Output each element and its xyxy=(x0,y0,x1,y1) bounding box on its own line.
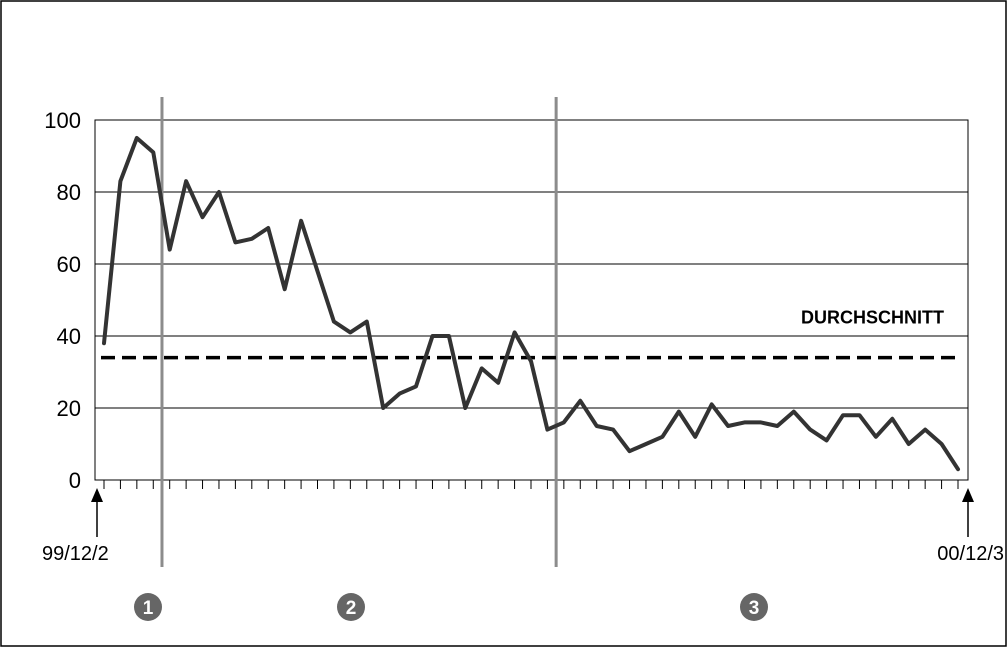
phase-marker-label: 3 xyxy=(749,598,760,619)
phase-marker-circle xyxy=(337,593,365,621)
phase-marker-circle xyxy=(134,593,162,621)
y-tick-label: 100 xyxy=(44,108,81,133)
y-tick-label: 20 xyxy=(57,396,81,421)
series-line xyxy=(102,136,960,472)
phase-marker-label: 2 xyxy=(346,598,357,619)
x-start-date-label: 99/12/2 xyxy=(42,543,109,565)
y-tick-label: 80 xyxy=(57,180,81,205)
phase-marker-1: 1 xyxy=(134,593,162,621)
date-arrow-start-head xyxy=(91,488,103,502)
x-end-date-label: 00/12/3 xyxy=(937,543,1004,565)
date-arrows xyxy=(91,488,974,537)
y-tick-label: 40 xyxy=(57,324,81,349)
x-tick-layer xyxy=(103,480,959,489)
y-tick-label: 60 xyxy=(57,252,81,277)
phase-marker-label: 1 xyxy=(143,598,154,619)
phase-marker-2: 2 xyxy=(337,593,365,621)
date-arrow-end-head xyxy=(962,488,974,502)
phase-marker-circle xyxy=(740,593,768,621)
y-tick-label: 0 xyxy=(69,468,81,493)
phase-markers: 1 2 3 xyxy=(134,593,768,621)
y-tick-labels: 0 20 40 60 80 100 xyxy=(44,108,81,493)
phase-divider-layer xyxy=(160,97,558,567)
phase-marker-3: 3 xyxy=(740,593,768,621)
average-line-label: DURCHSCHNITT xyxy=(801,307,944,327)
